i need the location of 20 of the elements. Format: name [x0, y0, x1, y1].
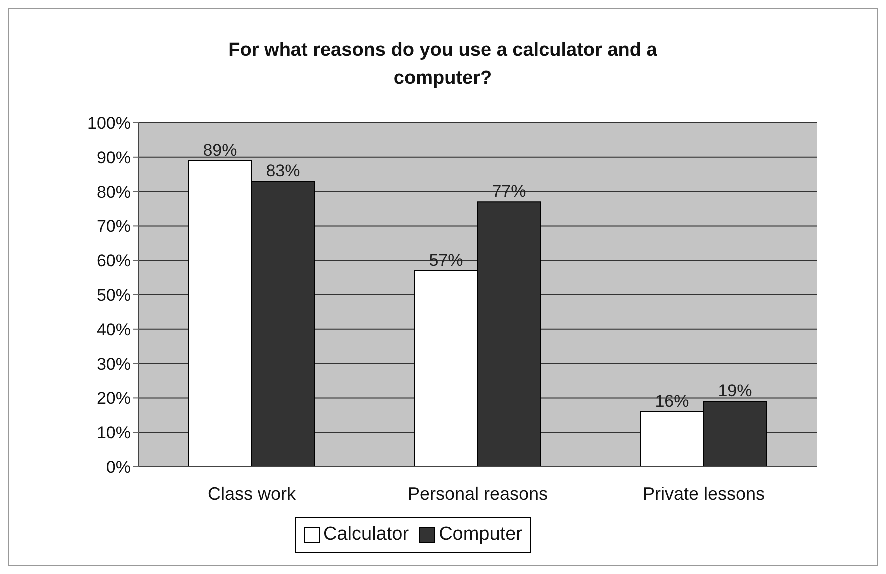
y-tick-label: 100% — [88, 114, 131, 134]
y-tick-label: 60% — [96, 252, 131, 271]
y-tick-label: 90% — [96, 148, 131, 168]
y-tick-label: 30% — [96, 354, 131, 374]
data-label: 19% — [718, 382, 752, 401]
y-tick-label: 40% — [96, 320, 131, 340]
y-tick-label: 70% — [96, 217, 131, 236]
chart-title: For what reasons do you use a calculator and a computer? — [228, 39, 658, 91]
legend-label: Calculator — [322, 524, 410, 546]
x-tick-label: Personal reasons — [408, 484, 548, 504]
legend-label: Computer — [438, 524, 522, 546]
y-tick-label: 50% — [96, 286, 131, 306]
x-tick-label: Class work — [208, 484, 298, 504]
y-tick-label: 80% — [96, 182, 131, 202]
y-tick-label: 10% — [96, 424, 131, 443]
x-tick-label: Private lessons — [642, 484, 766, 504]
data-label: 89% — [203, 140, 238, 160]
y-tick-label: 20% — [96, 389, 131, 408]
y-tick-label: 0% — [106, 458, 131, 478]
data-label: 83% — [266, 161, 300, 180]
